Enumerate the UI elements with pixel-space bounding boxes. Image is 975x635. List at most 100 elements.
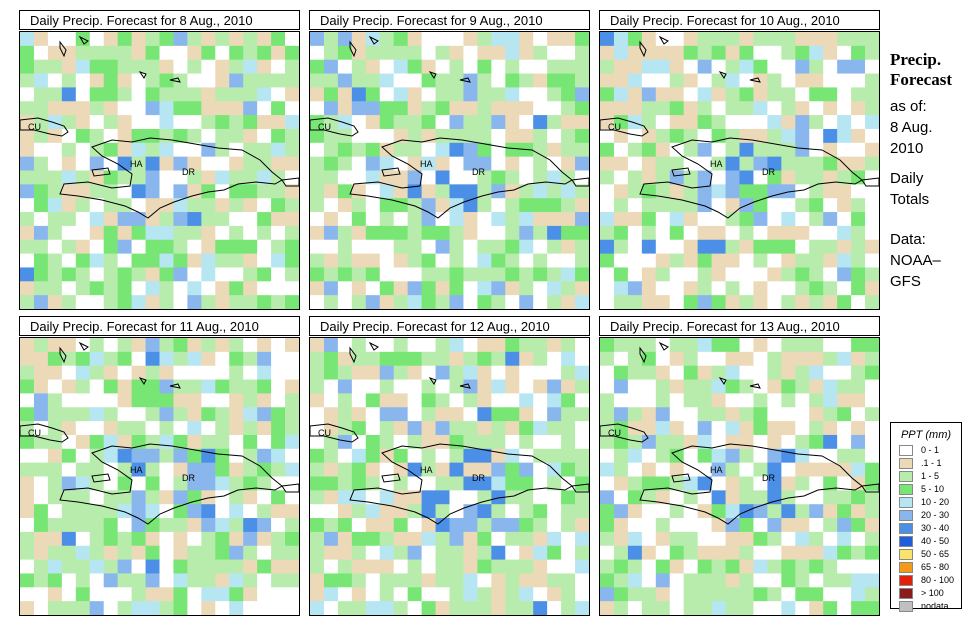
legend-row: nodata xyxy=(891,601,961,614)
precip-cell xyxy=(547,365,562,381)
precip-cell xyxy=(505,504,520,519)
precip-cell xyxy=(75,448,91,464)
precip-cell xyxy=(613,156,629,171)
precip-cell xyxy=(229,59,244,75)
precip-cell xyxy=(725,156,740,171)
precip-cell xyxy=(365,87,381,102)
precip-map-6: CU HA DR xyxy=(599,337,880,616)
precip-cell xyxy=(187,267,202,282)
precip-cell xyxy=(809,115,824,130)
precip-cell xyxy=(421,32,437,47)
precip-cell xyxy=(837,295,852,309)
precip-cell xyxy=(187,253,202,268)
precip-cell xyxy=(600,253,615,268)
precip-cell xyxy=(823,421,838,436)
precip-cell xyxy=(159,184,174,199)
precip-cell xyxy=(753,253,768,268)
precip-cell xyxy=(20,559,35,574)
precip-cell xyxy=(683,365,699,381)
precip-cell xyxy=(131,101,147,116)
precip-cell xyxy=(795,462,810,477)
precip-cell xyxy=(519,198,534,213)
precip-cell xyxy=(669,156,685,171)
legend-label: 10 - 20 xyxy=(921,497,950,507)
precip-cell xyxy=(351,59,367,75)
precip-cell xyxy=(613,184,629,199)
precip-cell xyxy=(739,281,754,296)
legend-row: 5 - 10 xyxy=(891,484,961,497)
precip-cell xyxy=(463,225,478,241)
precip-cell xyxy=(655,531,671,547)
precip-cell xyxy=(711,225,727,241)
precip-cell xyxy=(477,239,492,255)
precip-cell xyxy=(767,253,782,268)
precip-cell xyxy=(103,101,119,116)
precip-cell xyxy=(865,87,879,102)
precip-cell xyxy=(159,531,174,547)
precip-cell xyxy=(187,115,202,130)
precip-cell xyxy=(89,338,105,353)
precip-cell xyxy=(781,239,796,255)
precip-cell xyxy=(533,212,548,227)
legend-row: 1 - 5 xyxy=(891,471,961,484)
precip-cell xyxy=(201,559,216,574)
precip-cell xyxy=(600,101,615,116)
precip-cell xyxy=(669,101,685,116)
data-source-line-3: GFS xyxy=(890,273,921,290)
precip-cell xyxy=(89,490,105,505)
precip-cell xyxy=(725,407,740,422)
precip-cell xyxy=(145,421,160,436)
precip-cell xyxy=(20,545,35,561)
precip-cell xyxy=(435,518,450,533)
precip-cell xyxy=(323,545,339,561)
precip-cell xyxy=(477,225,492,241)
precip-cell xyxy=(159,170,174,185)
precip-cell xyxy=(310,545,325,561)
precip-cell xyxy=(795,393,810,408)
precip-cell xyxy=(407,434,423,450)
precip-cell xyxy=(809,545,824,561)
coastline xyxy=(671,473,691,483)
precip-cell xyxy=(519,45,534,61)
precip-cell xyxy=(323,184,339,199)
precip-cell xyxy=(435,59,450,75)
precip-cell xyxy=(641,239,657,255)
precip-cell xyxy=(47,490,63,505)
precip-cell xyxy=(697,45,713,61)
precip-cell xyxy=(575,421,589,436)
precip-cell xyxy=(865,128,879,144)
precip-cell xyxy=(575,407,589,422)
precip-cell xyxy=(505,59,520,75)
precip-cell xyxy=(505,253,520,268)
precip-cell xyxy=(215,573,230,588)
precip-cell xyxy=(47,115,63,130)
precip-cell xyxy=(739,32,754,47)
precip-cell xyxy=(421,253,437,268)
precip-cell xyxy=(61,448,77,464)
precip-cell xyxy=(851,45,866,61)
precip-cell xyxy=(753,379,768,394)
precip-cell xyxy=(89,462,105,477)
precip-cell xyxy=(323,156,339,171)
precip-cell xyxy=(641,601,657,615)
precip-cell xyxy=(257,421,272,436)
precip-cell xyxy=(47,87,63,102)
precip-cell xyxy=(201,518,216,533)
precip-cell xyxy=(449,365,464,381)
precip-cell xyxy=(851,559,866,574)
precip-cell xyxy=(739,295,754,309)
precip-cell xyxy=(421,73,437,88)
precip-cell xyxy=(61,338,77,353)
precip-cell xyxy=(310,531,325,547)
precip-cell xyxy=(271,518,286,533)
precip-cell xyxy=(491,504,506,519)
precip-cell xyxy=(505,476,520,491)
precip-cell xyxy=(477,531,492,547)
precip-cell xyxy=(739,267,754,282)
precip-cell xyxy=(449,87,464,102)
precip-cell xyxy=(865,559,879,574)
precip-cell xyxy=(421,239,437,255)
precip-cell xyxy=(809,101,824,116)
precip-cell xyxy=(271,338,286,353)
